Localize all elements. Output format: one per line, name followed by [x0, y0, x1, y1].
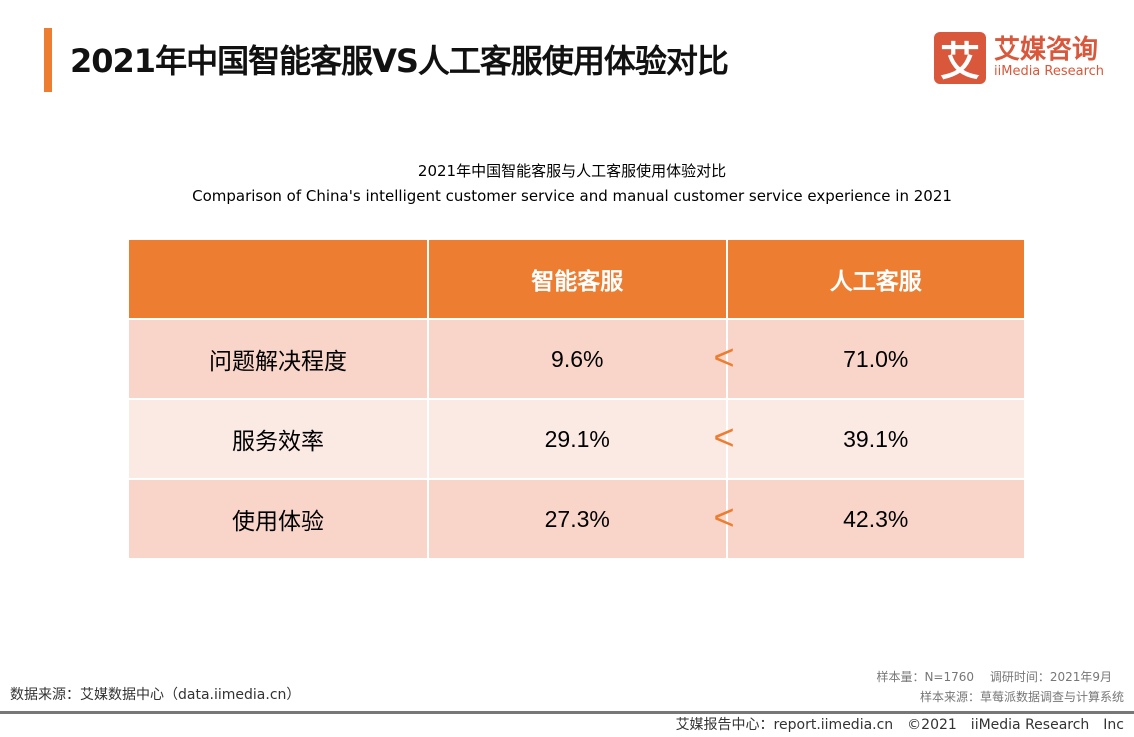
logo-en: iiMedia Research — [994, 64, 1105, 79]
value-cell: <42.3% — [714, 478, 1026, 560]
header-cell: 智能客服 — [427, 238, 728, 320]
value-text: 42.3% — [843, 505, 909, 532]
row-label: 问题解决程度 — [127, 318, 429, 400]
less-than-sign: < — [713, 496, 735, 538]
comparison-table: 智能客服 人工客服 问题解决程度 9.6% <71.0% 服务效率 29.1% <… — [127, 238, 1026, 560]
table-row: 使用体验 27.3% <42.3% — [127, 478, 1026, 560]
value-cell: 9.6% — [427, 318, 728, 400]
logo-cn: 艾媒咨询 — [994, 35, 1099, 65]
title-accent-bar — [44, 28, 52, 92]
table-header: 智能客服 人工客服 — [127, 238, 1026, 320]
sample-info: 样本量：N=1760 调研时间：2021年9月 — [876, 670, 1112, 684]
footer-divider — [0, 711, 1134, 714]
chart-title: 2021年中国智能客服与人工客服使用体验对比 — [417, 162, 727, 180]
value-cell: <71.0% — [714, 318, 1026, 400]
value-cell: <39.1% — [714, 398, 1026, 480]
header-cell: 人工客服 — [725, 238, 1026, 320]
less-than-sign: < — [713, 416, 735, 458]
table-row: 问题解决程度 9.6% <71.0% — [127, 318, 1026, 400]
logo-mark: 艾 — [934, 32, 986, 85]
value-cell: 27.3% — [427, 478, 728, 560]
report-credit: 艾媒报告中心：report.iimedia.cn ©2021 iiMedia R… — [675, 717, 1124, 733]
logo: 艾 艾媒咨询 iiMedia Research — [934, 32, 1105, 85]
chart-subtitle: Comparison of China's intelligent custom… — [192, 187, 952, 205]
page-title: 2021年中国智能客服VS人工客服使用体验对比 — [70, 42, 729, 80]
table-row: 服务效率 29.1% <39.1% — [127, 398, 1026, 480]
header-cell — [127, 238, 429, 320]
value-text: 39.1% — [843, 425, 909, 452]
row-label: 使用体验 — [127, 478, 429, 560]
sample-source: 样本来源：草莓派数据调查与计算系统 — [919, 690, 1124, 704]
less-than-sign: < — [713, 336, 735, 378]
data-source: 数据来源：艾媒数据中心（data.iimedia.cn） — [10, 687, 301, 703]
value-text: 71.0% — [843, 345, 909, 372]
value-cell: 29.1% — [427, 398, 728, 480]
row-label: 服务效率 — [127, 398, 429, 480]
